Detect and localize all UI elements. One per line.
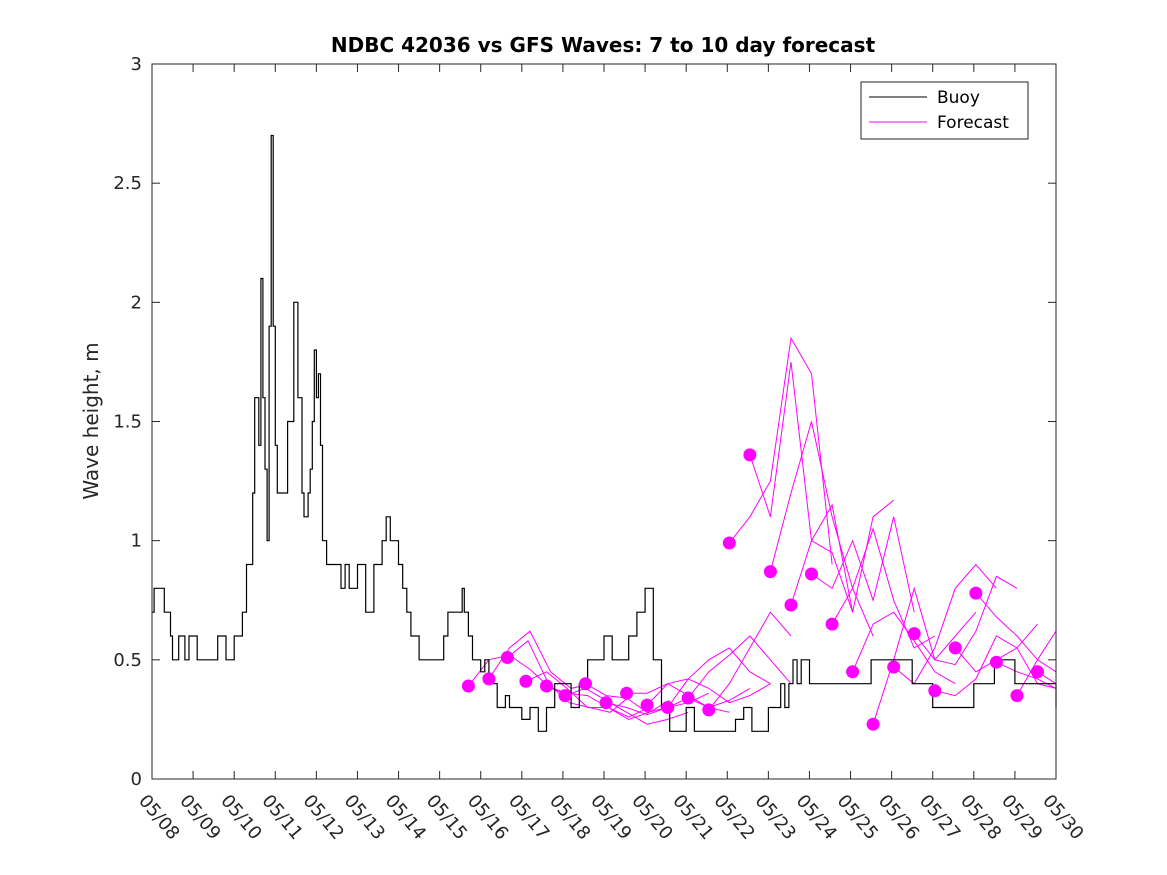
forecast-point (599, 696, 613, 710)
forecast-point (661, 701, 675, 714)
forecast-point (482, 672, 496, 686)
forecast-point (866, 717, 880, 731)
legend-box (860, 81, 1029, 140)
buoy-line (152, 134, 1057, 732)
forecast-point (805, 567, 818, 581)
y-axis-label: Wave height, m (79, 342, 103, 499)
forecast-line-21 (893, 563, 997, 685)
forecast-point (620, 686, 634, 700)
forecast-point (887, 660, 901, 674)
y-tick-label: 1.5 (113, 412, 142, 433)
legend-forecast-label: Forecast (937, 113, 1009, 133)
legend-buoy-label: Buoy (937, 88, 980, 108)
forecast-point (681, 691, 695, 705)
forecast-point (461, 679, 475, 693)
forecast-line-9 (646, 678, 771, 706)
forecast-point (846, 665, 860, 679)
forecast-line-23 (934, 623, 1038, 697)
forecast-line-0 (468, 654, 572, 697)
forecast-line-16 (790, 499, 895, 613)
forecast-point (907, 627, 921, 641)
forecast-line-19 (852, 611, 956, 685)
forecast-point (1010, 689, 1024, 703)
forecast-point (519, 674, 533, 688)
forecast-line-17 (811, 516, 915, 613)
forecast-point (540, 679, 553, 693)
forecast-point (1031, 665, 1044, 679)
forecast-point (928, 684, 942, 698)
y-tick-label: 2.5 (113, 173, 142, 194)
forecast-line-22 (913, 575, 1018, 666)
forecast-line-10 (667, 647, 771, 708)
y-tick-label: 0 (131, 769, 142, 790)
legend: Buoy Forecast (860, 81, 1029, 140)
forecast-point (722, 536, 736, 550)
forecast-line-14 (749, 361, 854, 613)
forecast-line-12 (708, 611, 792, 711)
forecast-point (784, 598, 798, 612)
forecast-point (702, 703, 716, 717)
forecast-point (989, 655, 1003, 669)
forecast-line-25 (975, 592, 1057, 673)
y-tick-label: 0.5 (113, 650, 142, 671)
forecast-point (743, 448, 757, 462)
forecast-point (579, 677, 592, 691)
forecast-point (825, 617, 839, 631)
forecast-point (500, 651, 514, 664)
forecast-line-24 (954, 647, 1057, 689)
forecast-line-2 (507, 640, 632, 713)
forecast-point (948, 641, 962, 655)
y-tick-label: 2 (131, 292, 142, 313)
forecast-point (558, 689, 572, 703)
y-tick-label: 1 (131, 531, 142, 552)
forecast-line-13 (728, 336, 833, 565)
forecast-point (640, 698, 654, 712)
data-layer (152, 134, 1057, 732)
forecast-line-11 (687, 635, 792, 699)
forecast-line-3 (525, 671, 650, 718)
y-tick-label: 3 (131, 54, 142, 75)
forecast-point (763, 565, 777, 579)
chart-title: NDBC 42036 vs GFS Waves: 7 to 10 day for… (331, 33, 876, 57)
forecast-point (969, 586, 983, 600)
